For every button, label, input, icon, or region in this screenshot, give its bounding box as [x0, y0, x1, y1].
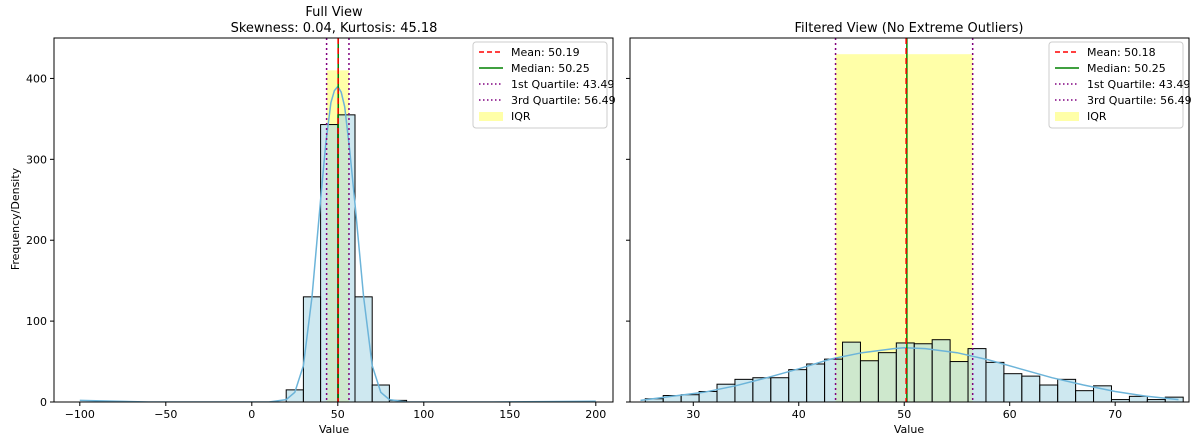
- full-view-panel: Full View Skewness: 0.04, Kurtosis: 45.1…: [26, 5, 616, 436]
- full-view-legend-label: 3rd Quartile: 56.49: [511, 94, 616, 107]
- full-view-legend-label: Median: 50.25: [511, 62, 590, 75]
- filtered-view-histogram-bar: [842, 341, 861, 402]
- full-view-x-tick-label: 150: [499, 408, 520, 421]
- full-view-histogram-bar: [337, 114, 356, 402]
- full-view-x-axis-label: Value: [319, 423, 349, 436]
- filtered-view-panel: Filtered View (No Extreme Outliers) Valu…: [626, 21, 1192, 436]
- filtered-view-legend-label: 3rd Quartile: 56.49: [1087, 94, 1192, 107]
- full-view-axes-frame: [53, 37, 614, 403]
- filtered-view-legend-iqr-patch: [1055, 112, 1079, 121]
- filtered-view-plot-area: [640, 38, 1184, 402]
- filtered-view-histogram-bar: [931, 339, 951, 402]
- filtered-view-legend: Mean: 50.18 Median: 50.25 1st Quartile: 43…: [1048, 41, 1192, 129]
- filtered-view-histogram-bar: [1021, 375, 1041, 402]
- full-view-y-tick-label: 100: [26, 315, 47, 328]
- full-view-legend-iqr-patch: [479, 112, 503, 121]
- full-view-y-tick-label: 400: [26, 72, 47, 85]
- filtered-view-histogram-bar: [788, 369, 808, 402]
- full-view-y-tick-label: 200: [26, 234, 47, 247]
- y-axis-label: Frequency/Density: [9, 167, 22, 270]
- full-view-legend-box: [472, 41, 608, 129]
- filtered-view-histogram-bar: [859, 360, 879, 402]
- filtered-view-legend-label: Median: 50.25: [1087, 62, 1166, 75]
- filtered-view-legend-label: Mean: 50.18: [1087, 46, 1156, 59]
- filtered-view-x-tick-label: 60: [1003, 408, 1017, 421]
- filtered-view-histogram-bar: [895, 342, 915, 402]
- filtered-view-histogram-bar: [949, 361, 969, 402]
- filtered-view-histogram-bar: [1039, 384, 1059, 402]
- full-view-y-tick-label: 0: [40, 396, 47, 409]
- full-view-x-tick-label: −50: [154, 408, 177, 421]
- full-view-y-tick-label: 300: [26, 153, 47, 166]
- filtered-view-kde-curve: [640, 347, 1179, 402]
- filtered-view-histogram-bar: [1003, 373, 1023, 402]
- filtered-view-x-tick-label: 40: [792, 408, 806, 421]
- full-view-x-tick-label: 200: [585, 408, 606, 421]
- full-view-title: Full View: [305, 5, 363, 20]
- filtered-view-histogram-bar: [985, 361, 1005, 402]
- filtered-view-histogram-bar: [877, 352, 897, 402]
- full-view-histogram-bar: [371, 384, 390, 402]
- filtered-view-x-axis-label: Value: [894, 423, 924, 436]
- filtered-view-legend-label: 1st Quartile: 43.49: [1087, 78, 1190, 91]
- filtered-view-x-tick-label: 70: [1108, 408, 1122, 421]
- full-view-x-tick-label: −100: [65, 408, 95, 421]
- full-view-plot-area: [79, 38, 596, 402]
- full-view-subtitle: Skewness: 0.04, Kurtosis: 45.18: [231, 21, 438, 36]
- full-view-legend-label: 1st Quartile: 43.49: [511, 78, 614, 91]
- filtered-view-title: Filtered View (No Extreme Outliers): [795, 21, 1024, 36]
- full-view-legend: Mean: 50.19 Median: 50.25 1st Quartile: 43…: [472, 41, 616, 129]
- filtered-view-histogram-bar: [913, 343, 933, 402]
- full-view-x-tick-label: 0: [248, 408, 255, 421]
- full-view-x-tick-label: 100: [413, 408, 434, 421]
- filtered-view-histogram-bar: [824, 358, 844, 402]
- filtered-view-legend-box: [1048, 41, 1184, 129]
- full-view-x-tick-label: 50: [331, 408, 345, 421]
- full-view-legend-label: Mean: 50.19: [511, 46, 580, 59]
- filtered-view-histogram-bar: [1128, 395, 1148, 402]
- filtered-view-histogram-bar: [806, 363, 826, 402]
- filtered-view-histogram-bar: [1075, 390, 1095, 402]
- filtered-view-legend-label: IQR: [1087, 110, 1107, 123]
- filtered-view-x-tick-label: 50: [897, 408, 911, 421]
- filtered-view-axes-frame: [629, 37, 1190, 403]
- full-view-legend-label: IQR: [511, 110, 531, 123]
- filtered-view-x-tick-label: 30: [686, 408, 700, 421]
- filtered-view-histogram-bar: [680, 394, 700, 402]
- filtered-view-histogram-bar: [770, 377, 790, 402]
